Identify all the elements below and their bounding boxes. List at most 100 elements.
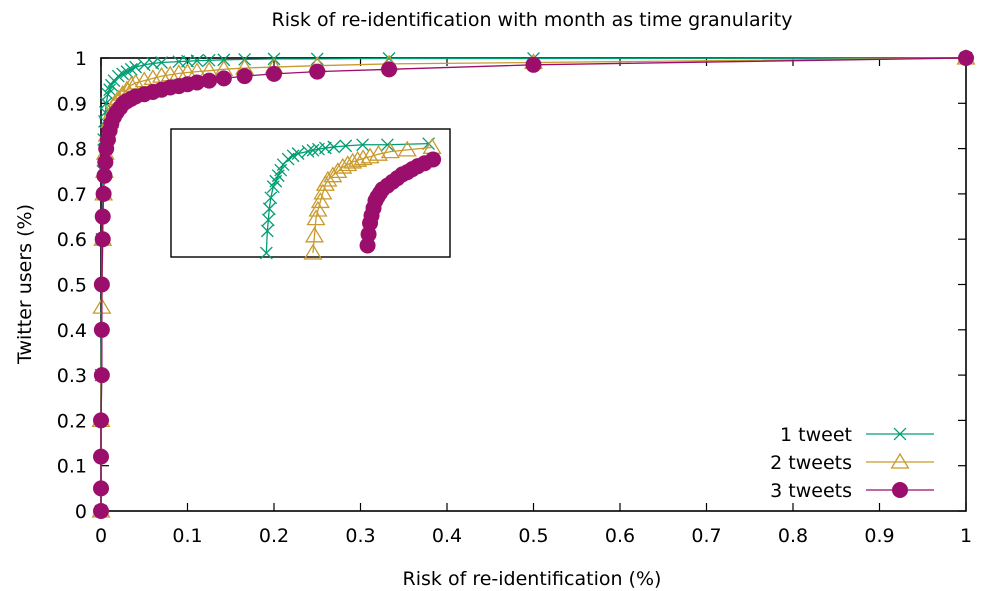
data-point [190,54,204,68]
inset-data-point [380,142,400,159]
inset-data-point [303,243,323,260]
legend: 1 tweet 2 tweets 3 tweets [770,424,934,502]
inset-data-point [308,200,328,217]
x-tick-label: 0.9 [864,525,894,547]
y-tick-label: 0.9 [57,93,87,115]
data-point [189,74,206,91]
inset-series-line [265,142,429,254]
inset-data-point [304,226,325,243]
inset-data-point [348,150,368,167]
inset-data-point [353,149,373,166]
data-point [95,185,112,202]
y-tick-label: 0.7 [57,184,87,206]
inset-data-point [338,155,358,172]
y-tick-label: 0.3 [57,365,87,387]
legend-entry-3: 3 tweets [770,480,934,502]
series-2 [91,48,976,518]
data-point [93,367,110,384]
legend-label: 1 tweet [780,424,852,446]
inset-series-3 [359,151,442,254]
inset-data-point [262,202,276,216]
inset-data-point [286,149,300,163]
inset-data-point [356,138,370,152]
y-tick-label: 0.4 [57,320,87,342]
y-tick-label: 0.1 [57,456,87,478]
y-tick-label: 0.5 [57,275,87,297]
data-point [266,65,282,82]
y-tick-label: 0.2 [57,410,87,432]
data-point [93,321,110,338]
inset-data-point [310,192,330,209]
data-point [93,276,110,293]
legend-entry-1: 1 tweet [780,424,934,446]
x-tick-label: 0.2 [259,525,289,547]
inset-data-point [313,183,333,200]
y-tick-label: 1 [75,48,87,70]
inset-data-point [260,224,274,238]
data-point [525,56,542,73]
data-point [202,53,216,67]
data-point [93,480,109,497]
inset-data-point [425,151,442,168]
inset-data-point [264,191,278,205]
data-point [217,53,231,67]
data-point [94,231,111,248]
x-tick-label: 0.1 [172,525,202,547]
inset-data-point [259,246,273,260]
x-tick-label: 0.3 [345,525,375,547]
inset-data-point [397,140,417,157]
inset-data-point [360,147,380,164]
data-point [116,67,130,81]
inset-data-point [327,140,341,154]
x-tick-label: 0.7 [691,525,721,547]
inset-data-point [323,166,343,183]
x-tick-label: 0.8 [778,525,808,547]
inset-series-2 [303,138,442,260]
chart-title: Risk of re-identification with month as … [272,9,793,31]
series-1 [94,51,973,518]
data-point [93,412,109,429]
y-axis-label: Twitter users (%) [14,204,36,365]
y-tick-label: 0.6 [57,229,87,251]
x-tick-label: 0 [95,525,107,547]
data-point [129,60,143,74]
inset-data-point [318,170,338,187]
data-point [101,87,115,101]
legend-marker [890,452,910,469]
data-point [215,70,232,87]
x-tick-label: 1 [960,525,972,547]
data-point [236,68,253,85]
inset-data-point [333,157,353,174]
data-point [381,61,398,78]
x-axis-label: Risk of re-identification (%) [403,568,662,590]
x-tick-label: 0.6 [605,525,635,547]
data-point [181,54,194,68]
inset-series-1 [259,137,436,260]
data-point [124,62,138,76]
inset-data-point [306,143,320,157]
series-3 [93,50,974,519]
data-point [120,65,134,78]
data-point [93,448,109,465]
data-point [104,78,118,92]
x-tick-label: 0.5 [518,525,548,547]
x-tick-label: 0.4 [432,525,462,547]
legend-marker [892,482,908,498]
inset-data-point [291,147,305,160]
inset-data-point [368,144,389,161]
inset-data-point [301,144,315,158]
inset-data-point [306,209,326,226]
data-point [958,50,974,66]
legend-marker [893,427,907,441]
y-tick-label: 0.8 [57,139,87,161]
data-point [111,69,125,83]
data-point [103,83,117,97]
y-tick-label: 0 [75,501,87,523]
inset-data-point [339,139,353,153]
legend-label: 2 tweets [770,452,852,474]
legend-label: 3 tweets [770,480,852,502]
data-point [309,63,326,80]
data-point [96,167,113,184]
legend-entry-2: 2 tweets [770,452,934,474]
plot-area: 00 0.1 0.1 0.2 0.2 0.3 0.3 0.4 0.4 0.5 0.5 0.6 0.6 0.… [57,48,976,547]
